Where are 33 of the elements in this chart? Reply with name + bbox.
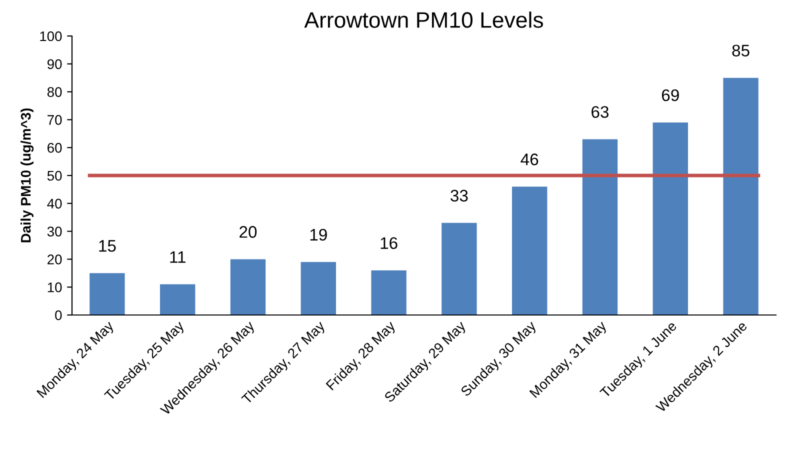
bar (723, 78, 758, 315)
bar (90, 273, 125, 315)
data-label: 20 (240, 226, 257, 238)
y-tick-label: 20 (48, 254, 62, 264)
bar (442, 222, 477, 315)
y-axis-title: Daily PM10 (ug/m^3) (20, 108, 34, 242)
data-label: 15 (99, 240, 116, 252)
bar (582, 139, 618, 315)
chart-title: Arrowtown PM10 Levels (304, 12, 544, 28)
y-tick-label: 50 (47, 170, 62, 181)
bar (230, 259, 266, 315)
data-label: 19 (310, 228, 327, 241)
y-tick-label: 60 (48, 142, 62, 153)
bar (512, 186, 548, 315)
y-tick-label: 70 (48, 115, 62, 125)
y-tick-label: 10 (48, 282, 62, 292)
y-tick-label: 90 (47, 59, 62, 70)
bar (371, 270, 406, 315)
y-tick-label: 80 (47, 87, 62, 97)
data-label: 33 (450, 190, 468, 202)
data-label: 69 (662, 89, 679, 102)
y-tick-label: 40 (47, 198, 62, 209)
data-label: 46 (520, 154, 538, 166)
y-tick-label: 0 (55, 310, 62, 320)
data-label: 11 (170, 251, 186, 263)
data-label: 16 (380, 237, 398, 250)
y-tick-label: 100 (40, 31, 62, 42)
bar (160, 284, 196, 315)
data-label: 85 (732, 44, 750, 56)
bar (300, 262, 336, 315)
y-tick-label: 30 (47, 226, 62, 236)
data-label: 63 (592, 106, 609, 118)
bar (652, 122, 688, 315)
